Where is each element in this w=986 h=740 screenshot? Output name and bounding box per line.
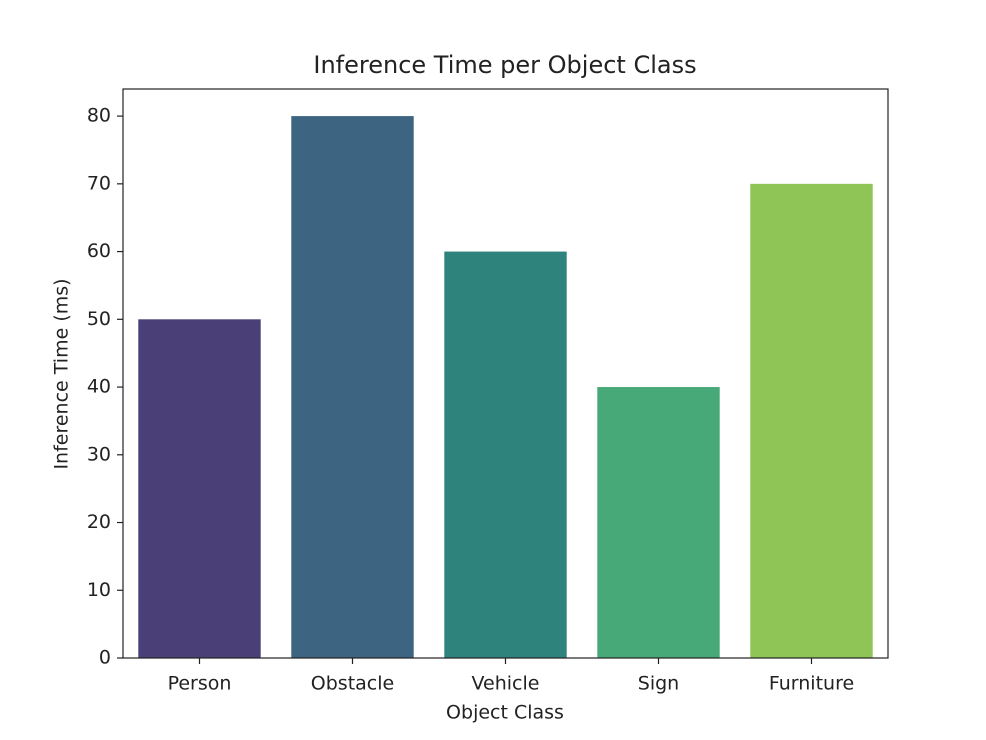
bar [138, 319, 261, 658]
bar [750, 183, 873, 659]
y-tick-label: 40 [87, 376, 111, 398]
y-tick-label: 30 [87, 443, 111, 465]
x-tick-label: Obstacle [311, 673, 394, 695]
y-tick-label: 10 [87, 579, 111, 601]
x-tick-label: Vehicle [472, 673, 540, 695]
plot-frame [122, 88, 889, 659]
x-tick-label: Furniture [769, 673, 854, 695]
y-tick-label: 20 [87, 511, 111, 533]
bar [291, 116, 414, 659]
chart-title: Inference Time per Object Class [313, 51, 696, 79]
y-tick-label: 50 [87, 308, 111, 330]
x-tick-label: Sign [638, 673, 679, 695]
x-tick-label: Person [168, 673, 232, 695]
x-axis-label: Object Class [446, 702, 564, 724]
bar [597, 387, 720, 658]
bar [444, 251, 567, 659]
y-tick-label: 70 [87, 172, 111, 194]
y-tick-label: 0 [99, 647, 111, 669]
y-tick-label: 80 [87, 105, 111, 127]
y-tick-label: 60 [87, 240, 111, 262]
y-axis-label: Inference Time (ms) [51, 278, 73, 469]
